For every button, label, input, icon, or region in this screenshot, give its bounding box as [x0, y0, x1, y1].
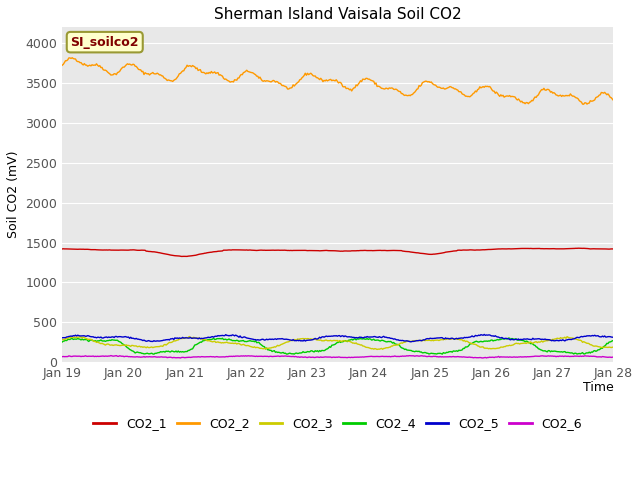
CO2_4 [324, 345, 332, 351]
CO2_6 [513, 354, 520, 360]
CO2_6 [107, 353, 115, 359]
CO2_2 [598, 90, 606, 96]
CO2_1 [358, 248, 365, 253]
CO2_2 [511, 94, 519, 100]
CO2_4 [610, 338, 618, 344]
CO2_3 [598, 345, 606, 350]
Line: CO2_3: CO2_3 [62, 336, 614, 349]
CO2_1 [178, 253, 186, 259]
CO2_2 [68, 55, 76, 60]
Legend: CO2_1, CO2_2, CO2_3, CO2_4, CO2_5, CO2_6: CO2_1, CO2_2, CO2_3, CO2_4, CO2_5, CO2_6 [88, 412, 588, 435]
CO2_3 [388, 343, 396, 349]
CO2_4 [598, 346, 606, 351]
CO2_1 [610, 246, 618, 252]
CO2_3 [321, 337, 329, 343]
CO2_2 [58, 62, 66, 68]
CO2_5 [320, 334, 328, 340]
CO2_5 [324, 334, 332, 339]
CO2_4 [358, 336, 365, 342]
CO2_6 [388, 354, 396, 360]
CO2_2 [610, 97, 618, 103]
CO2_6 [323, 354, 330, 360]
CO2_5 [58, 335, 66, 341]
CO2_5 [598, 333, 606, 339]
CO2_6 [326, 354, 333, 360]
CO2_3 [373, 347, 381, 352]
CO2_4 [58, 339, 66, 345]
CO2_3 [186, 334, 193, 339]
Text: SI_soilco2: SI_soilco2 [70, 36, 139, 48]
CO2_2 [324, 77, 332, 83]
CO2_5 [406, 339, 414, 345]
CO2_1 [58, 246, 66, 252]
CO2_4 [388, 339, 396, 345]
Y-axis label: Soil CO2 (mV): Soil CO2 (mV) [7, 151, 20, 239]
Line: CO2_1: CO2_1 [62, 248, 614, 256]
CO2_2 [580, 101, 588, 107]
CO2_4 [150, 351, 158, 357]
Line: CO2_6: CO2_6 [62, 356, 614, 358]
CO2_1 [321, 248, 329, 253]
Line: CO2_4: CO2_4 [62, 338, 614, 354]
CO2_5 [387, 336, 394, 341]
CO2_4 [321, 347, 329, 353]
CO2_6 [610, 354, 618, 360]
CO2_5 [481, 332, 488, 337]
CO2_2 [358, 79, 365, 84]
CO2_3 [358, 342, 365, 348]
CO2_1 [574, 245, 582, 251]
CO2_3 [324, 338, 332, 344]
CO2_3 [58, 337, 66, 343]
CO2_5 [610, 335, 618, 340]
Line: CO2_2: CO2_2 [62, 58, 614, 104]
CO2_1 [598, 246, 606, 252]
CO2_6 [598, 354, 606, 360]
CO2_1 [388, 248, 396, 253]
CO2_3 [610, 344, 618, 350]
Title: Sherman Island Vaisala Soil CO2: Sherman Island Vaisala Soil CO2 [214, 7, 461, 22]
X-axis label: Time: Time [583, 382, 614, 395]
CO2_2 [388, 85, 396, 91]
CO2_5 [513, 336, 520, 342]
CO2_3 [513, 340, 520, 346]
Line: CO2_5: CO2_5 [62, 335, 614, 342]
CO2_4 [505, 335, 513, 341]
CO2_6 [58, 354, 66, 360]
CO2_6 [359, 354, 367, 360]
CO2_6 [177, 355, 184, 361]
CO2_1 [324, 248, 332, 253]
CO2_5 [356, 335, 364, 340]
CO2_2 [321, 78, 329, 84]
CO2_4 [513, 336, 520, 342]
CO2_1 [511, 246, 519, 252]
